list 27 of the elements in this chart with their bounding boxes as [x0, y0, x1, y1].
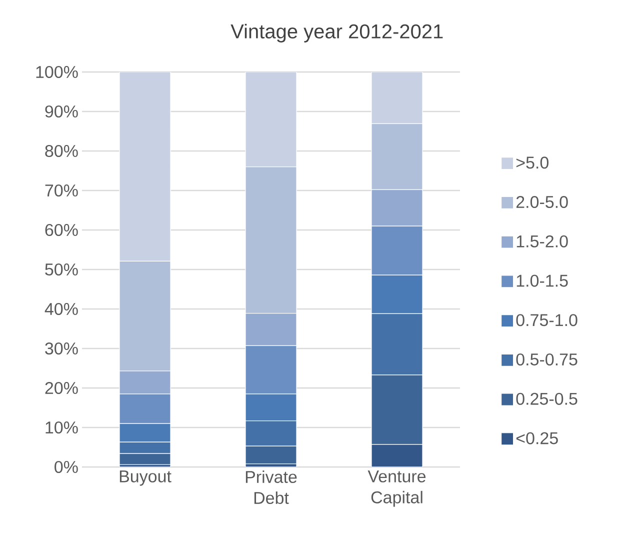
- y-tick-label: 40%: [44, 302, 78, 316]
- y-tick-label: 80%: [45, 144, 78, 158]
- y-tick-label: 0%: [54, 460, 78, 474]
- x-tick-label: Venture Capital: [368, 470, 426, 507]
- legend-label: 1.0-1.5: [516, 274, 568, 287]
- legend-label: 1.5-2.0: [516, 235, 568, 248]
- y-tick-label: 50%: [45, 263, 78, 276]
- y-tick-label: 90%: [45, 105, 78, 118]
- x-tick-label: Private Debt: [246, 470, 297, 504]
- bar: [245, 72, 297, 168]
- bar: [371, 72, 423, 124]
- y-tick-label: 10%: [46, 421, 78, 434]
- legend-label: 2.0-5.0: [516, 196, 568, 208]
- legend-label: 0.25-0.5: [516, 392, 578, 405]
- y-tick-label: 60%: [45, 224, 78, 236]
- legend-label: >5.0: [516, 156, 549, 169]
- legend-label: 0.75-1.0: [516, 314, 578, 326]
- legend-label: 0.5-0.75: [516, 353, 578, 366]
- y-tick-label: 100%: [36, 66, 78, 78]
- x-tick-label: Buyout: [120, 470, 172, 486]
- chart-title: Vintage year 2012-2021: [230, 24, 443, 42]
- bar: [119, 72, 171, 262]
- y-tick-label: 20%: [45, 382, 78, 394]
- legend-label: <0.25: [516, 432, 558, 444]
- bar: [371, 444, 423, 467]
- y-tick-label: 70%: [45, 184, 78, 197]
- y-tick-label: 30%: [45, 342, 78, 355]
